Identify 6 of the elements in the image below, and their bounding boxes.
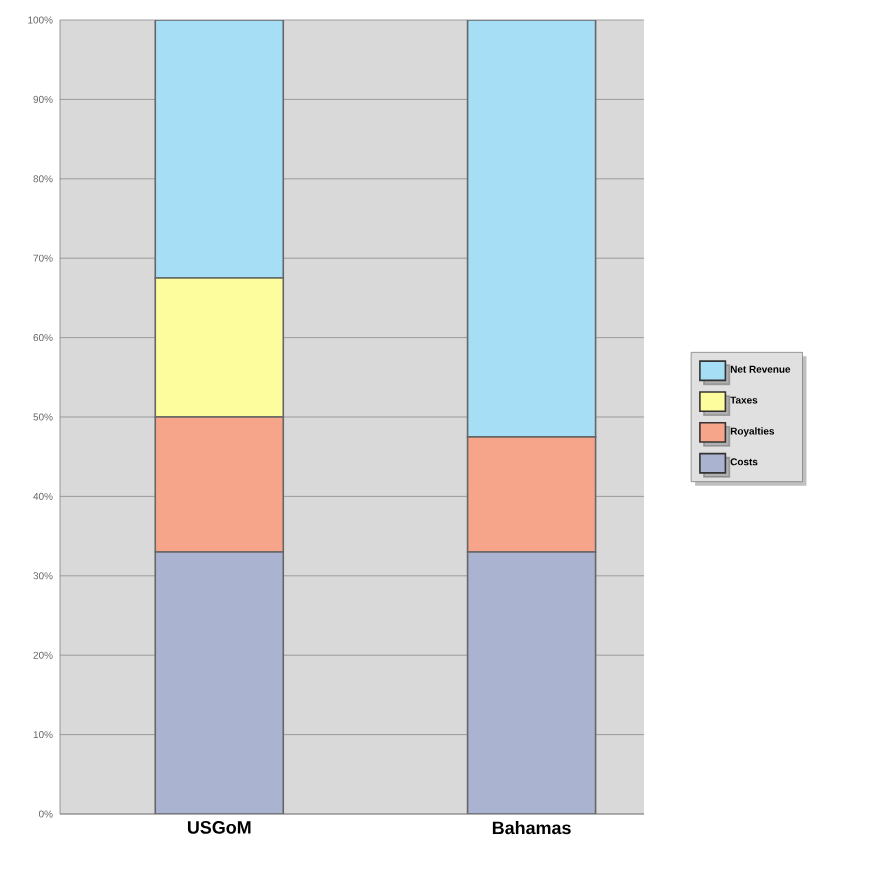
bar [154,19,285,279]
bar [154,551,285,814]
bar [466,551,597,814]
bar [466,19,597,438]
x-tick-label: USGoM [187,821,251,834]
x-tick-label: Bahamas [492,821,571,835]
